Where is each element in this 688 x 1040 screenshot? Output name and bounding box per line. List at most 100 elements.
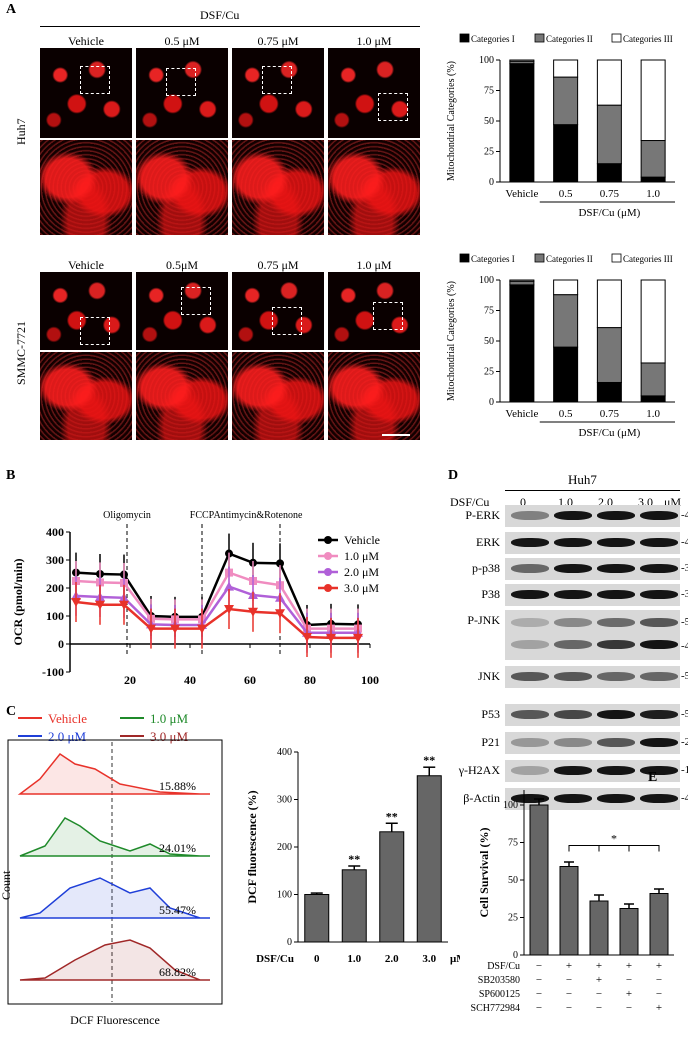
blot-label: JNK [477, 669, 500, 683]
zoom-box [262, 66, 292, 94]
stack-segment [553, 279, 579, 296]
micrograph-zoom [40, 352, 132, 440]
stack-segment [553, 294, 579, 348]
stack-segment [553, 346, 579, 403]
y-tick-label: 0 [489, 397, 494, 408]
legend-marker [324, 584, 332, 592]
x-tick-label: 60 [244, 673, 256, 687]
injection-label: Oligomycin [103, 510, 151, 521]
blot-band [640, 590, 678, 599]
gate-percent: 68.82% [159, 965, 196, 979]
micro-col-label: 0.75 μM [257, 34, 299, 48]
stack-segment [509, 59, 535, 62]
y-tick-label: 50 [484, 116, 494, 127]
x-tick-label: 1.0 [347, 953, 361, 965]
condition-label: DSF/Cu [487, 961, 520, 972]
blot-strip [505, 760, 680, 782]
condition-mark: + [626, 988, 632, 1000]
y-axis-label: OCR (pmol/min) [11, 558, 25, 645]
blot-band [554, 640, 592, 649]
stack-segment [640, 176, 666, 183]
row-label-smmc: SMMC-7721 [14, 320, 28, 385]
y-tick-label: 400 [46, 525, 64, 539]
stack-segment [596, 279, 622, 329]
data-point [95, 600, 105, 610]
gate-percent: 55.47% [159, 903, 196, 917]
micro-col-label: Vehicle [68, 258, 104, 272]
bar [589, 900, 609, 956]
legend-label: Categories III [623, 254, 673, 264]
data-point [197, 624, 207, 634]
legend-label: Categories II [546, 254, 593, 264]
x-tick-label: 1.0 [646, 408, 660, 420]
legend-label: Vehicle [48, 711, 87, 726]
blot-band [511, 564, 549, 573]
bar [529, 804, 549, 956]
x-tick-label: 40 [184, 673, 196, 687]
panel-d-header-line [505, 490, 680, 491]
stack-segment [596, 327, 622, 383]
blot-band [511, 511, 549, 520]
blot-label: P-ERK [465, 508, 500, 522]
bar [379, 831, 405, 943]
blot-band [511, 640, 549, 649]
stack-segment [553, 59, 579, 78]
blot-band [554, 511, 592, 520]
plot-frame [7, 739, 223, 1005]
stack-segment [553, 124, 579, 183]
legend-label: Categories I [471, 254, 515, 264]
significance-bracket [568, 845, 660, 852]
condition-mark: − [566, 988, 572, 1000]
significance-mark: ** [348, 852, 360, 866]
stack-segment [596, 163, 622, 183]
molecular-weight: -38 [681, 562, 688, 574]
condition-mark: − [536, 1002, 542, 1014]
blot-label: P53 [481, 707, 500, 721]
flow-y-axis-label: Count [0, 870, 13, 900]
data-point [248, 607, 258, 617]
micrograph-zoom [232, 140, 324, 235]
y-tick-label: 100 [479, 275, 494, 286]
condition-mark: − [596, 988, 602, 1000]
blot-band [640, 766, 678, 775]
bar [341, 869, 367, 943]
y-axis-label: Mitochondrial Categories (%) [446, 281, 457, 401]
molecular-weight: -44 [681, 536, 688, 548]
legend-marker [324, 536, 332, 544]
blot-band [640, 738, 678, 747]
x-tick-label: Vehicle [505, 188, 538, 200]
panel-letter-c: C [6, 704, 17, 719]
histogram [17, 752, 210, 795]
stack-segment [596, 59, 622, 106]
data-point [275, 609, 285, 619]
condition-mark: − [536, 988, 542, 1000]
blot-strip [505, 704, 680, 726]
blot-band [511, 618, 549, 627]
blot-band [640, 538, 678, 547]
panel-letter-e: E [648, 770, 658, 785]
legend-marker [324, 552, 332, 560]
x-tick-label: 80 [304, 673, 316, 687]
condition-mark: + [656, 960, 662, 972]
zoom-box [378, 93, 408, 121]
y-tick-label: 100 [277, 890, 292, 901]
histogram [19, 939, 210, 981]
y-tick-label: 200 [46, 581, 64, 595]
y-tick-label: 50 [484, 336, 494, 347]
blot-band [640, 710, 678, 719]
blot-band [511, 710, 549, 719]
x-tick-label: 0.75 [600, 408, 620, 420]
molecular-weight: -42 [681, 792, 688, 804]
x-tick-label: 0 [314, 953, 320, 965]
micrograph-zoom [136, 140, 228, 235]
micrograph-low-mag [328, 272, 420, 350]
y-tick-label: 400 [277, 747, 292, 758]
y-tick-label: 0 [58, 637, 64, 651]
molecular-weight: -53 [681, 708, 688, 720]
panel-a-treatment-line [40, 26, 420, 27]
y-axis-label: Cell Survival (%) [477, 828, 491, 918]
condition-mark: + [626, 960, 632, 972]
legend-label: Vehicle [344, 533, 380, 547]
legend-swatch [534, 33, 545, 43]
micrograph-zoom [40, 140, 132, 235]
